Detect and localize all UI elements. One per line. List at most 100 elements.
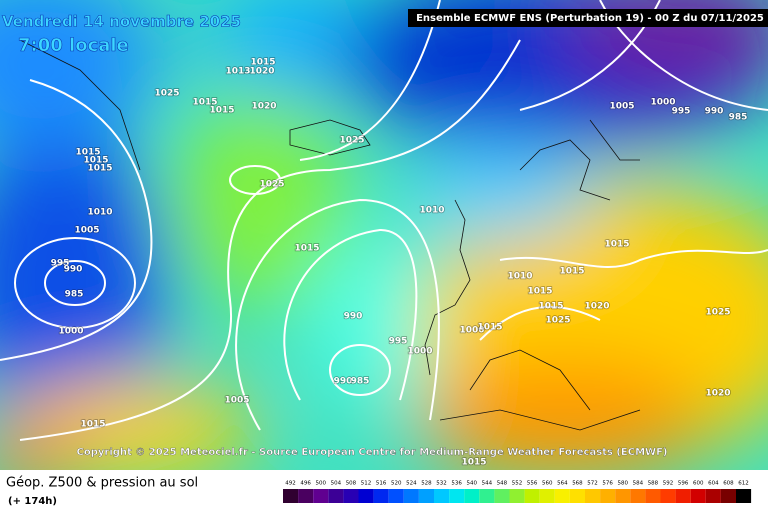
- coastlines: [19, 39, 641, 431]
- isobar-label: 1015: [250, 58, 275, 68]
- legend-level: 560: [542, 481, 553, 487]
- isobar-label: 1010: [87, 208, 112, 218]
- legend-level: 512: [361, 481, 372, 487]
- legend-level: 532: [436, 481, 447, 487]
- legend-swatch: [554, 489, 570, 503]
- model-info: Ensemble ECMWF ENS (Perturbation 19) - 0…: [416, 13, 764, 24]
- legend-swatch: [449, 489, 465, 503]
- isobar-label: 985: [65, 290, 84, 300]
- isobar-label: 1005: [224, 396, 249, 406]
- isobar-label: 1015: [461, 458, 486, 468]
- footer-lead: (+ 174h): [8, 496, 57, 507]
- legend-swatch: [720, 489, 736, 503]
- forecast-date: Vendredi 14 novembre 2025: [2, 13, 241, 31]
- isobar-label: 1010: [507, 272, 532, 282]
- isobar-label: 1005: [74, 226, 99, 236]
- legend-swatch: [358, 489, 374, 503]
- isobar-label: 1025: [154, 89, 179, 99]
- legend-level: 552: [512, 481, 523, 487]
- forecast-time: 7:00 locale: [18, 35, 129, 56]
- legend-level: 516: [376, 481, 387, 487]
- legend-level: 596: [678, 481, 689, 487]
- isobar-label: 1025: [705, 308, 730, 318]
- legend-level: 588: [648, 481, 659, 487]
- isobar-label: 1000: [407, 347, 432, 357]
- legend-level: 564: [557, 481, 568, 487]
- legend-swatch: [705, 489, 721, 503]
- legend-level: 528: [421, 481, 432, 487]
- legend-swatch: [283, 489, 299, 503]
- isobar-label: 995: [51, 259, 70, 269]
- legend-level: 600: [693, 481, 704, 487]
- legend-swatch: [736, 489, 752, 503]
- legend-swatch: [524, 489, 540, 503]
- legend-swatch: [690, 489, 706, 503]
- isobar-label: 1015: [83, 156, 108, 166]
- legend-swatch: [585, 489, 601, 503]
- legend-swatch: [509, 489, 525, 503]
- legend-level: 548: [497, 481, 508, 487]
- isobar-label: 1020: [249, 67, 274, 77]
- isobar-label: 1015: [294, 244, 319, 254]
- isobar-label: 1020: [584, 302, 609, 312]
- isobar-label: 1000: [58, 327, 83, 337]
- legend-swatch: [630, 489, 646, 503]
- legend-swatch: [403, 489, 419, 503]
- legend-level: 544: [482, 481, 493, 487]
- legend-level: 500: [316, 481, 327, 487]
- legend-level: 592: [663, 481, 674, 487]
- isobar-label: 985: [351, 377, 370, 387]
- isobar-label: 990: [334, 377, 353, 387]
- isobar-label: 1015: [477, 323, 502, 333]
- legend-swatch: [298, 489, 314, 503]
- isobar-label: 1025: [545, 316, 570, 326]
- legend-level: 556: [527, 481, 538, 487]
- legend-swatch: [388, 489, 404, 503]
- legend-swatch: [479, 489, 495, 503]
- isobar-label: 1013: [225, 67, 250, 77]
- isobar-label: 990: [705, 107, 724, 117]
- legend-swatch: [539, 489, 555, 503]
- isobar-label: 1015: [538, 302, 563, 312]
- isobar-label: 1005: [609, 102, 634, 112]
- legend-level: 576: [602, 481, 613, 487]
- isobar-label: 1015: [604, 240, 629, 250]
- isobar-label: 995: [672, 107, 691, 117]
- isobar-label: 1015: [192, 98, 217, 108]
- legend-level: 604: [708, 481, 719, 487]
- isobar-label: 1015: [80, 420, 105, 430]
- footer-title: Géop. Z500 & pression au sol: [6, 476, 198, 491]
- isobar-label: 1015: [559, 267, 584, 277]
- legend-swatch: [464, 489, 480, 503]
- isobar-label: 990: [64, 265, 83, 275]
- legend-level: 508: [346, 481, 357, 487]
- isobar-label: 1025: [339, 136, 364, 146]
- legend-swatch: [675, 489, 691, 503]
- isobar-label: 1015: [209, 106, 234, 116]
- legend-level: 580: [618, 481, 629, 487]
- legend-level: 504: [331, 481, 342, 487]
- legend-level: 608: [723, 481, 734, 487]
- isobar-label: 1015: [87, 164, 112, 174]
- legend-level: 572: [587, 481, 598, 487]
- isobar-label: 1015: [527, 287, 552, 297]
- legend-level: 496: [300, 481, 311, 487]
- legend-level: 536: [451, 481, 462, 487]
- model-banner: [408, 9, 768, 27]
- legend-level: 568: [572, 481, 583, 487]
- legend-swatch: [660, 489, 676, 503]
- legend-swatch: [600, 489, 616, 503]
- legend-level: 524: [406, 481, 417, 487]
- copyright: Copyright © 2025 Meteociel.fr - Source E…: [77, 447, 668, 458]
- legend-swatch: [615, 489, 631, 503]
- legend-level: 584: [633, 481, 644, 487]
- legend-level: 520: [391, 481, 402, 487]
- isobar-label: 995: [389, 337, 408, 347]
- legend-swatch: [373, 489, 389, 503]
- legend-level: 492: [285, 481, 296, 487]
- legend-swatch: [434, 489, 450, 503]
- isobar-label: 1010: [419, 206, 444, 216]
- isobar-label: 1020: [251, 102, 276, 112]
- isobar-label: 1015: [75, 148, 100, 158]
